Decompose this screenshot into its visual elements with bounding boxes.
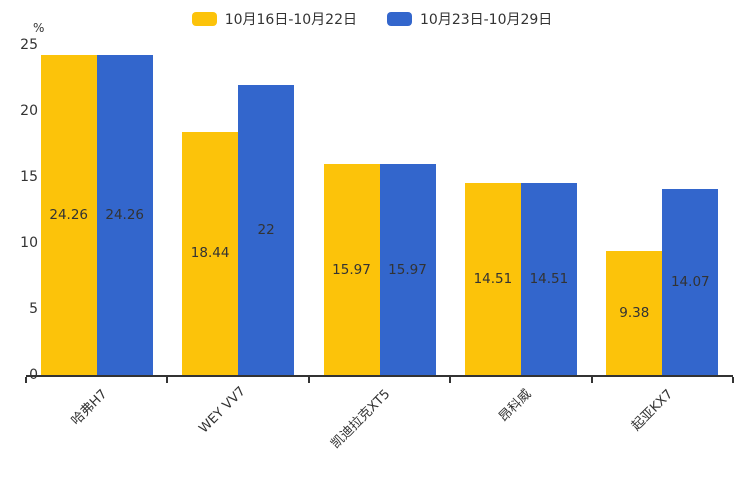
bar-week1-3 <box>323 164 380 375</box>
y-tick-label: 5 <box>29 301 38 317</box>
x-axis-tick <box>590 377 593 383</box>
bar-value-label: 24.26 <box>49 206 89 223</box>
legend-swatch-yellow <box>191 12 217 26</box>
bar-value-label: 14.07 <box>670 274 710 291</box>
legend-swatch-blue <box>387 12 412 26</box>
bar-week1-1 <box>40 54 97 375</box>
x-axis-line <box>26 375 733 377</box>
category-label-4: 昂科威 <box>496 386 535 426</box>
x-axis-tick <box>25 377 27 383</box>
bar-value-label: 15.97 <box>388 261 427 278</box>
bar-week2-1 <box>96 54 153 375</box>
bar-value-label: 15.97 <box>332 261 371 278</box>
y-tick-label: 20 <box>20 103 38 119</box>
legend-label-week2: 10月23日-10月29日 <box>420 12 553 28</box>
category-label-2: WEY VV7 <box>196 384 249 437</box>
bar-value-label: 9.38 <box>619 305 650 322</box>
x-axis-tick <box>307 377 310 383</box>
y-axis-unit-label: % <box>33 21 45 35</box>
category-label-1: 哈弗H7 <box>68 386 111 429</box>
bar-value-label: 22 <box>257 221 275 238</box>
bar-value-label: 24.26 <box>105 206 145 223</box>
y-tick-label: 10 <box>20 235 38 251</box>
bar-week2-5 <box>662 189 719 375</box>
x-axis-tick <box>449 377 452 383</box>
category-label-5: 起亚KX7 <box>628 386 676 434</box>
y-tick-label: 15 <box>20 169 38 185</box>
category-label-3: 凯迪拉克XT5 <box>327 386 393 452</box>
legend-item-week1[interactable]: 10月16日-10月22日 <box>191 9 357 29</box>
bar-value-label: 18.44 <box>190 245 230 262</box>
bar-week2-2 <box>238 84 295 375</box>
bar-week2-3 <box>379 164 436 375</box>
bar-week2-4 <box>520 183 577 375</box>
bar-week1-2 <box>182 131 239 375</box>
y-tick-label: 25 <box>20 37 38 53</box>
bar-week1-5 <box>606 251 663 375</box>
legend-label-week1: 10月16日-10月22日 <box>224 12 357 28</box>
legend: 10月16日-10月22日 10月23日-10月29日 <box>0 9 744 29</box>
bar-week1-4 <box>464 183 521 375</box>
bar-value-label: 14.51 <box>473 271 513 288</box>
x-axis-tick <box>732 377 734 383</box>
x-axis-tick <box>166 377 169 383</box>
bar-value-label: 14.51 <box>529 271 569 288</box>
legend-item-week2[interactable]: 10月23日-10月29日 <box>387 9 552 29</box>
